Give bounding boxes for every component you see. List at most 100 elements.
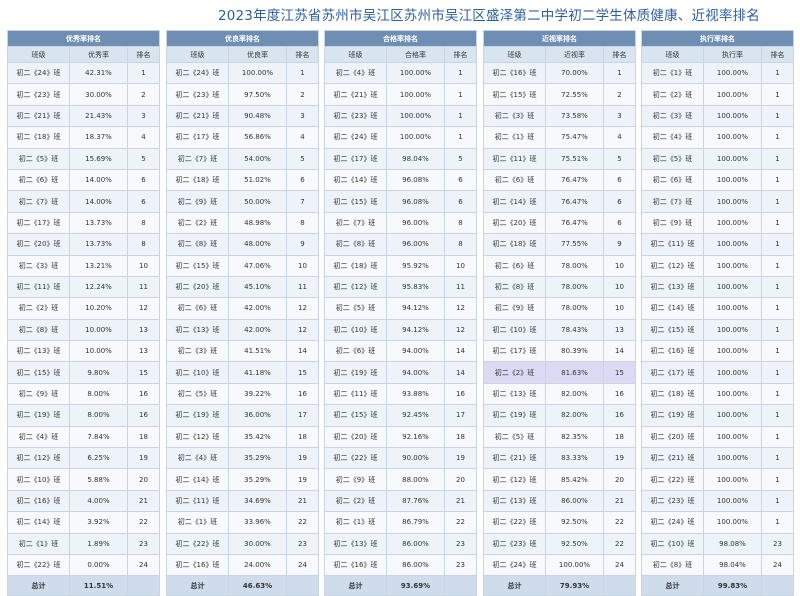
- rate-cell: 94.12%: [386, 318, 445, 342]
- rank-cell: 20: [444, 468, 477, 491]
- rank-cell: 1: [761, 254, 794, 277]
- rank-cell: 1: [444, 126, 477, 149]
- rank-cell: 24: [603, 553, 636, 577]
- rate-cell: 82.00%: [545, 404, 604, 427]
- rank-cell: 21: [286, 489, 319, 513]
- rank-cell: 6: [603, 211, 636, 235]
- rate-cell: 90.48%: [228, 104, 287, 128]
- ranking-table: 合格率排名 班级 合格率 排名 初二《4》班 100.00% 1 初二《21》班 100.00%…: [324, 30, 477, 596]
- table-row: 初二《21》班 21.43% 3: [7, 104, 160, 128]
- table-row: 初二《16》班 24.00% 24: [166, 553, 319, 577]
- class-cell: 初二《13》班: [7, 340, 70, 363]
- table-row: 初二《21》班 83.33% 19: [483, 447, 636, 470]
- rate-cell: 94.00%: [386, 361, 445, 384]
- class-cell: 初二《12》班: [324, 275, 387, 299]
- table-row: 初二《4》班 100.00% 1: [641, 126, 794, 149]
- rank-cell: 2: [603, 83, 636, 106]
- ranking-table: 近视率排名 班级 近视率 排名 初二《16》班 70.00% 1 初二《15》班 72.55% 2…: [483, 30, 636, 596]
- rank-cell: 24: [286, 553, 319, 577]
- table-row: 初二《17》班 80.39% 14: [483, 340, 636, 363]
- rank-cell: 2: [127, 83, 160, 106]
- rank-cell: 14: [444, 361, 477, 384]
- table-row: 初二《22》班 100.00% 1: [641, 468, 794, 491]
- class-cell: 初二《17》班: [166, 126, 229, 149]
- class-cell: 初二《19》班: [166, 404, 229, 427]
- rate-cell: 95.83%: [386, 275, 445, 299]
- class-cell: 初二《3》班: [483, 104, 546, 128]
- panel-header: 优良率排名: [166, 30, 319, 47]
- table-row: 初二《15》班 100.00% 1: [641, 318, 794, 342]
- rate-cell: 100.00%: [703, 190, 762, 213]
- class-cell: 初二《7》班: [7, 190, 70, 213]
- table-row: 初二《15》班 9.80% 15: [7, 361, 160, 384]
- rate-cell: 100.00%: [386, 104, 445, 128]
- rank-cell: 10: [603, 297, 636, 320]
- rate-cell: 13.73%: [69, 211, 128, 235]
- rate-cell: 42.00%: [228, 297, 287, 320]
- class-cell: 初二《14》班: [483, 190, 546, 213]
- rank-cell: 13: [127, 318, 160, 342]
- rate-cell: 100.00%: [703, 382, 762, 406]
- class-cell: 初二《4》班: [7, 425, 70, 449]
- table-row: 初二《1》班 75.47% 4: [483, 126, 636, 149]
- table-row: 初二《10》班 94.12% 12: [324, 318, 477, 342]
- total-rank: [444, 575, 477, 596]
- rate-cell: 100.00%: [545, 553, 604, 577]
- class-cell: 初二《12》班: [483, 468, 546, 491]
- rank-cell: 12: [444, 297, 477, 320]
- table-row: 初二《5》班 39.22% 16: [166, 382, 319, 406]
- table-row: 初二《7》班 14.00% 6: [7, 190, 160, 213]
- table-row: 初二《11》班 75.51% 5: [483, 147, 636, 170]
- total-rate: 46.63%: [228, 575, 287, 596]
- rank-cell: 4: [603, 126, 636, 149]
- table-row: 初二《10》班 78.43% 13: [483, 318, 636, 342]
- rank-cell: 21: [444, 489, 477, 513]
- rank-cell: 1: [444, 83, 477, 106]
- table-row: 初二《13》班 42.00% 12: [166, 318, 319, 342]
- rank-cell: 10: [444, 254, 477, 277]
- rate-cell: 77.55%: [545, 233, 604, 256]
- class-cell: 初二《7》班: [166, 147, 229, 170]
- class-cell: 初二《8》班: [324, 233, 387, 256]
- table-row: 初二《18》班 77.55% 9: [483, 233, 636, 256]
- total-rank: [127, 575, 160, 596]
- rank-cell: 1: [761, 447, 794, 470]
- rank-cell: 5: [444, 147, 477, 170]
- table-row: 初二《3》班 41.51% 14: [166, 340, 319, 363]
- class-cell: 初二《14》班: [7, 511, 70, 534]
- rate-cell: 72.55%: [545, 83, 604, 106]
- class-cell: 初二《17》班: [7, 211, 70, 235]
- rank-cell: 6: [603, 190, 636, 213]
- column-header: 执行率: [703, 46, 762, 63]
- rate-cell: 94.00%: [386, 340, 445, 363]
- rate-cell: 36.00%: [228, 404, 287, 427]
- column-header: 班级: [483, 46, 546, 63]
- class-cell: 初二《18》班: [641, 382, 704, 406]
- class-cell: 初二《5》班: [483, 425, 546, 449]
- table-row: 初二《23》班 97.50% 2: [166, 83, 319, 106]
- class-cell: 初二《24》班: [641, 511, 704, 534]
- rank-cell: 1: [761, 233, 794, 256]
- table-row: 初二《16》班 86.00% 23: [324, 553, 477, 577]
- rank-cell: 1: [127, 61, 160, 85]
- rank-cell: 23: [761, 532, 794, 555]
- class-cell: 初二《23》班: [7, 83, 70, 106]
- rate-cell: 54.00%: [228, 147, 287, 170]
- class-cell: 初二《11》班: [166, 489, 229, 513]
- rate-cell: 5.88%: [69, 468, 128, 491]
- rank-cell: 18: [127, 425, 160, 449]
- rank-cell: 2: [286, 83, 319, 106]
- rank-cell: 6: [444, 190, 477, 213]
- class-cell: 初二《2》班: [324, 489, 387, 513]
- class-cell: 初二《21》班: [641, 447, 704, 470]
- table-row: 初二《6》班 78.00% 10: [483, 254, 636, 277]
- rank-cell: 3: [286, 104, 319, 128]
- rank-cell: 15: [286, 361, 319, 384]
- rank-cell: 16: [127, 404, 160, 427]
- rate-cell: 96.08%: [386, 190, 445, 213]
- table-row: 初二《14》班 35.29% 19: [166, 468, 319, 491]
- table-row: 初二《22》班 90.00% 19: [324, 447, 477, 470]
- table-row: 初二《17》班 56.86% 4: [166, 126, 319, 149]
- table-row: 初二《8》班 48.00% 9: [166, 233, 319, 256]
- class-cell: 初二《22》班: [641, 468, 704, 491]
